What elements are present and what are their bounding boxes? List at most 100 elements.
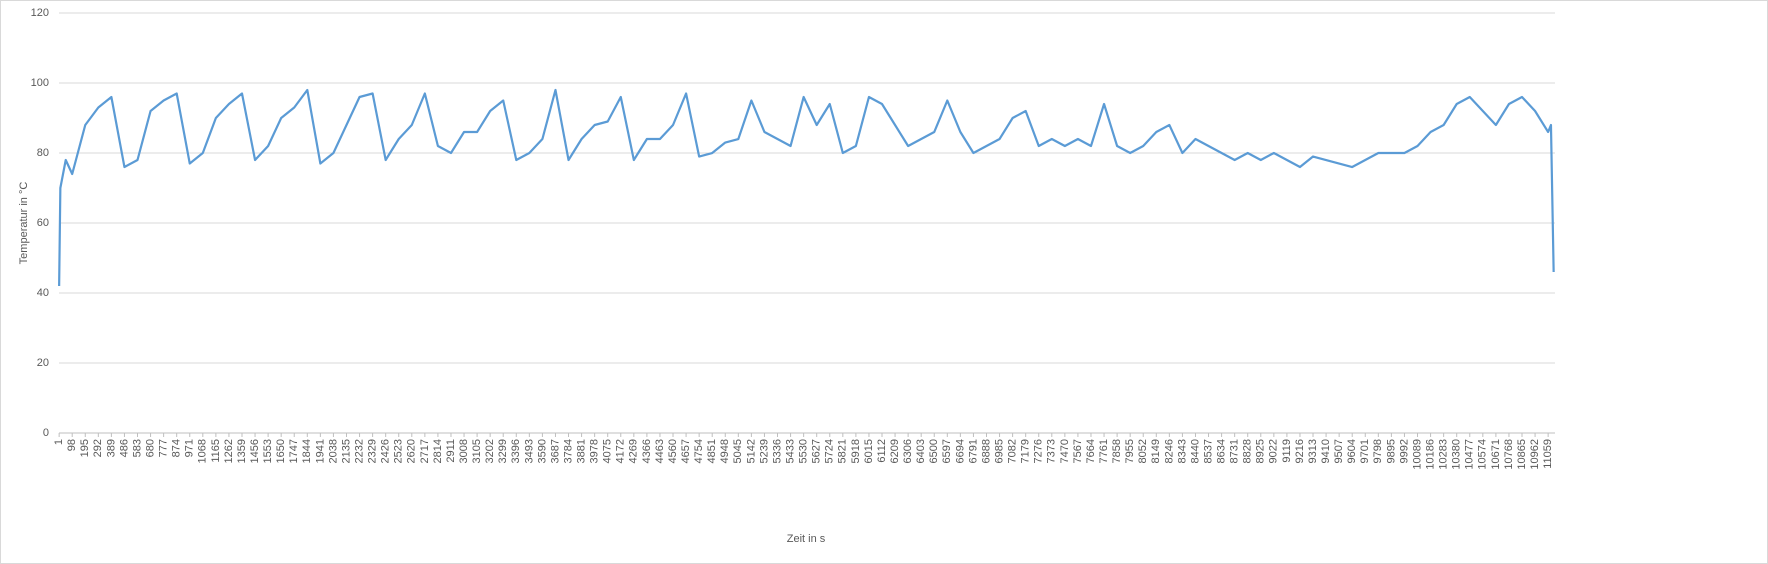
- x-tick-label: 10380: [1451, 439, 1463, 470]
- x-tick-label: 8440: [1189, 439, 1201, 463]
- x-tick-label: 9604: [1346, 439, 1358, 463]
- x-tick-label: 292: [92, 439, 104, 457]
- x-tick-label: 6985: [993, 439, 1005, 463]
- data-line: [58, 88, 1555, 287]
- x-tick-label: 7858: [1111, 439, 1123, 463]
- x-tick-label: 6597: [941, 439, 953, 463]
- x-tick-label: 4075: [602, 439, 614, 463]
- x-tick-label: 486: [118, 439, 130, 457]
- x-tick-label: 2426: [380, 439, 392, 463]
- x-tick-label: 874: [171, 439, 183, 457]
- x-tick-label: 7470: [1059, 439, 1071, 463]
- x-tick-label: 389: [105, 439, 117, 457]
- x-tick-label: 10768: [1503, 439, 1515, 470]
- x-tick-label: 5821: [837, 439, 849, 463]
- x-tick-label: 4269: [628, 439, 640, 463]
- x-tick-label: 583: [131, 439, 143, 457]
- x-tick-label: 5627: [811, 439, 823, 463]
- x-tick-label: 7179: [1020, 439, 1032, 463]
- x-tick-label: 6403: [915, 439, 927, 463]
- y-tick-label: 20: [37, 357, 49, 369]
- x-tick-label: 777: [158, 439, 170, 457]
- x-tick-label: 7276: [1033, 439, 1045, 463]
- x-tick-label: 4754: [693, 439, 705, 463]
- x-tick-label: 1844: [301, 439, 313, 463]
- x-tick-label: 11059: [1542, 439, 1554, 469]
- x-tick-label: 10865: [1516, 439, 1528, 470]
- y-tick-label: 40: [37, 287, 49, 299]
- y-tick-label: 60: [37, 217, 49, 229]
- x-tick-label: 10574: [1477, 439, 1489, 470]
- x-tick-label: 10186: [1424, 439, 1436, 470]
- x-tick-label: 9992: [1398, 439, 1410, 463]
- x-tick-label: 1: [53, 439, 65, 445]
- x-tick-label: 1747: [288, 439, 300, 463]
- x-tick-label: 1650: [275, 439, 287, 463]
- x-axis-title: Zeit in s: [787, 533, 826, 545]
- x-tick-label: 1941: [314, 439, 326, 463]
- x-tick-label: 7761: [1098, 439, 1110, 463]
- x-tick-label: 3493: [523, 439, 535, 463]
- x-tick-label: 3299: [497, 439, 509, 463]
- y-tick-label: 0: [43, 427, 49, 439]
- x-tick-label: 1165: [210, 439, 222, 463]
- x-tick-label: 2038: [327, 439, 339, 463]
- x-tick-label: 2620: [406, 439, 418, 463]
- y-tick-label: 100: [31, 77, 49, 89]
- x-tick-label: 1456: [249, 439, 261, 463]
- x-tick-label: 10962: [1529, 439, 1541, 470]
- x-tick-label: 3784: [562, 439, 574, 463]
- x-tick-label: 10283: [1438, 439, 1450, 470]
- x-tick-label: 9895: [1385, 439, 1397, 463]
- x-tick-label: 3590: [536, 439, 548, 463]
- x-tick-label: 4463: [654, 439, 666, 463]
- x-tick-label: 10477: [1464, 439, 1476, 470]
- x-tick-label: 2135: [340, 439, 352, 463]
- x-tick-label: 3396: [510, 439, 522, 463]
- x-tick-label: 8925: [1255, 439, 1267, 463]
- x-tick-label: 9410: [1320, 439, 1332, 463]
- x-tick-label: 1359: [236, 439, 248, 463]
- x-tick-label: 3008: [458, 439, 470, 463]
- x-tick-label: 7567: [1072, 439, 1084, 463]
- x-tick-label: 4657: [680, 439, 692, 463]
- x-tick-label: 1262: [223, 439, 235, 463]
- x-tick-label: 6209: [889, 439, 901, 463]
- x-tick-label: 4851: [706, 439, 718, 463]
- x-tick-label: 8052: [1137, 439, 1149, 463]
- x-tick-label: 98: [66, 439, 78, 451]
- x-tick-label: 10089: [1411, 439, 1423, 470]
- x-tick-label: 6112: [876, 439, 888, 463]
- x-tick-label: 6306: [902, 439, 914, 463]
- x-tick-label: 5433: [784, 439, 796, 463]
- x-tick-label: 8246: [1163, 439, 1175, 463]
- x-tick-label: 8537: [1202, 439, 1214, 463]
- x-tick-label: 3978: [589, 439, 601, 463]
- x-tick-label: 1553: [262, 439, 274, 463]
- x-tick-label: 2329: [367, 439, 379, 463]
- x-tick-label: 6694: [954, 439, 966, 463]
- x-tick-label: 6791: [967, 439, 979, 463]
- x-tick-label: 3687: [549, 439, 561, 463]
- x-tick-label: 3105: [471, 439, 483, 463]
- y-tick-label: 80: [37, 147, 49, 159]
- x-tick-label: 10671: [1490, 439, 1502, 470]
- x-tick-label: 8731: [1229, 439, 1241, 463]
- x-tick-label: 4948: [719, 439, 731, 463]
- x-tick-label: 9022: [1268, 439, 1280, 463]
- x-tick-label: 2232: [353, 439, 365, 463]
- x-tick-label: 680: [144, 439, 156, 457]
- x-tick-label: 8343: [1176, 439, 1188, 463]
- x-tick-label: 7082: [1007, 439, 1019, 463]
- x-tick-label: 971: [184, 439, 196, 457]
- x-tick-label: 4172: [615, 439, 627, 463]
- x-tick-label: 5142: [745, 439, 757, 463]
- x-tick-label: 5530: [798, 439, 810, 463]
- x-tick-label: 8149: [1150, 439, 1162, 463]
- x-tick-label: 4560: [667, 439, 679, 463]
- x-tick-label: 2814: [432, 439, 444, 463]
- x-tick-label: 9119: [1281, 439, 1293, 463]
- x-tick-label: 6888: [980, 439, 992, 463]
- x-tick-label: 5045: [732, 439, 744, 463]
